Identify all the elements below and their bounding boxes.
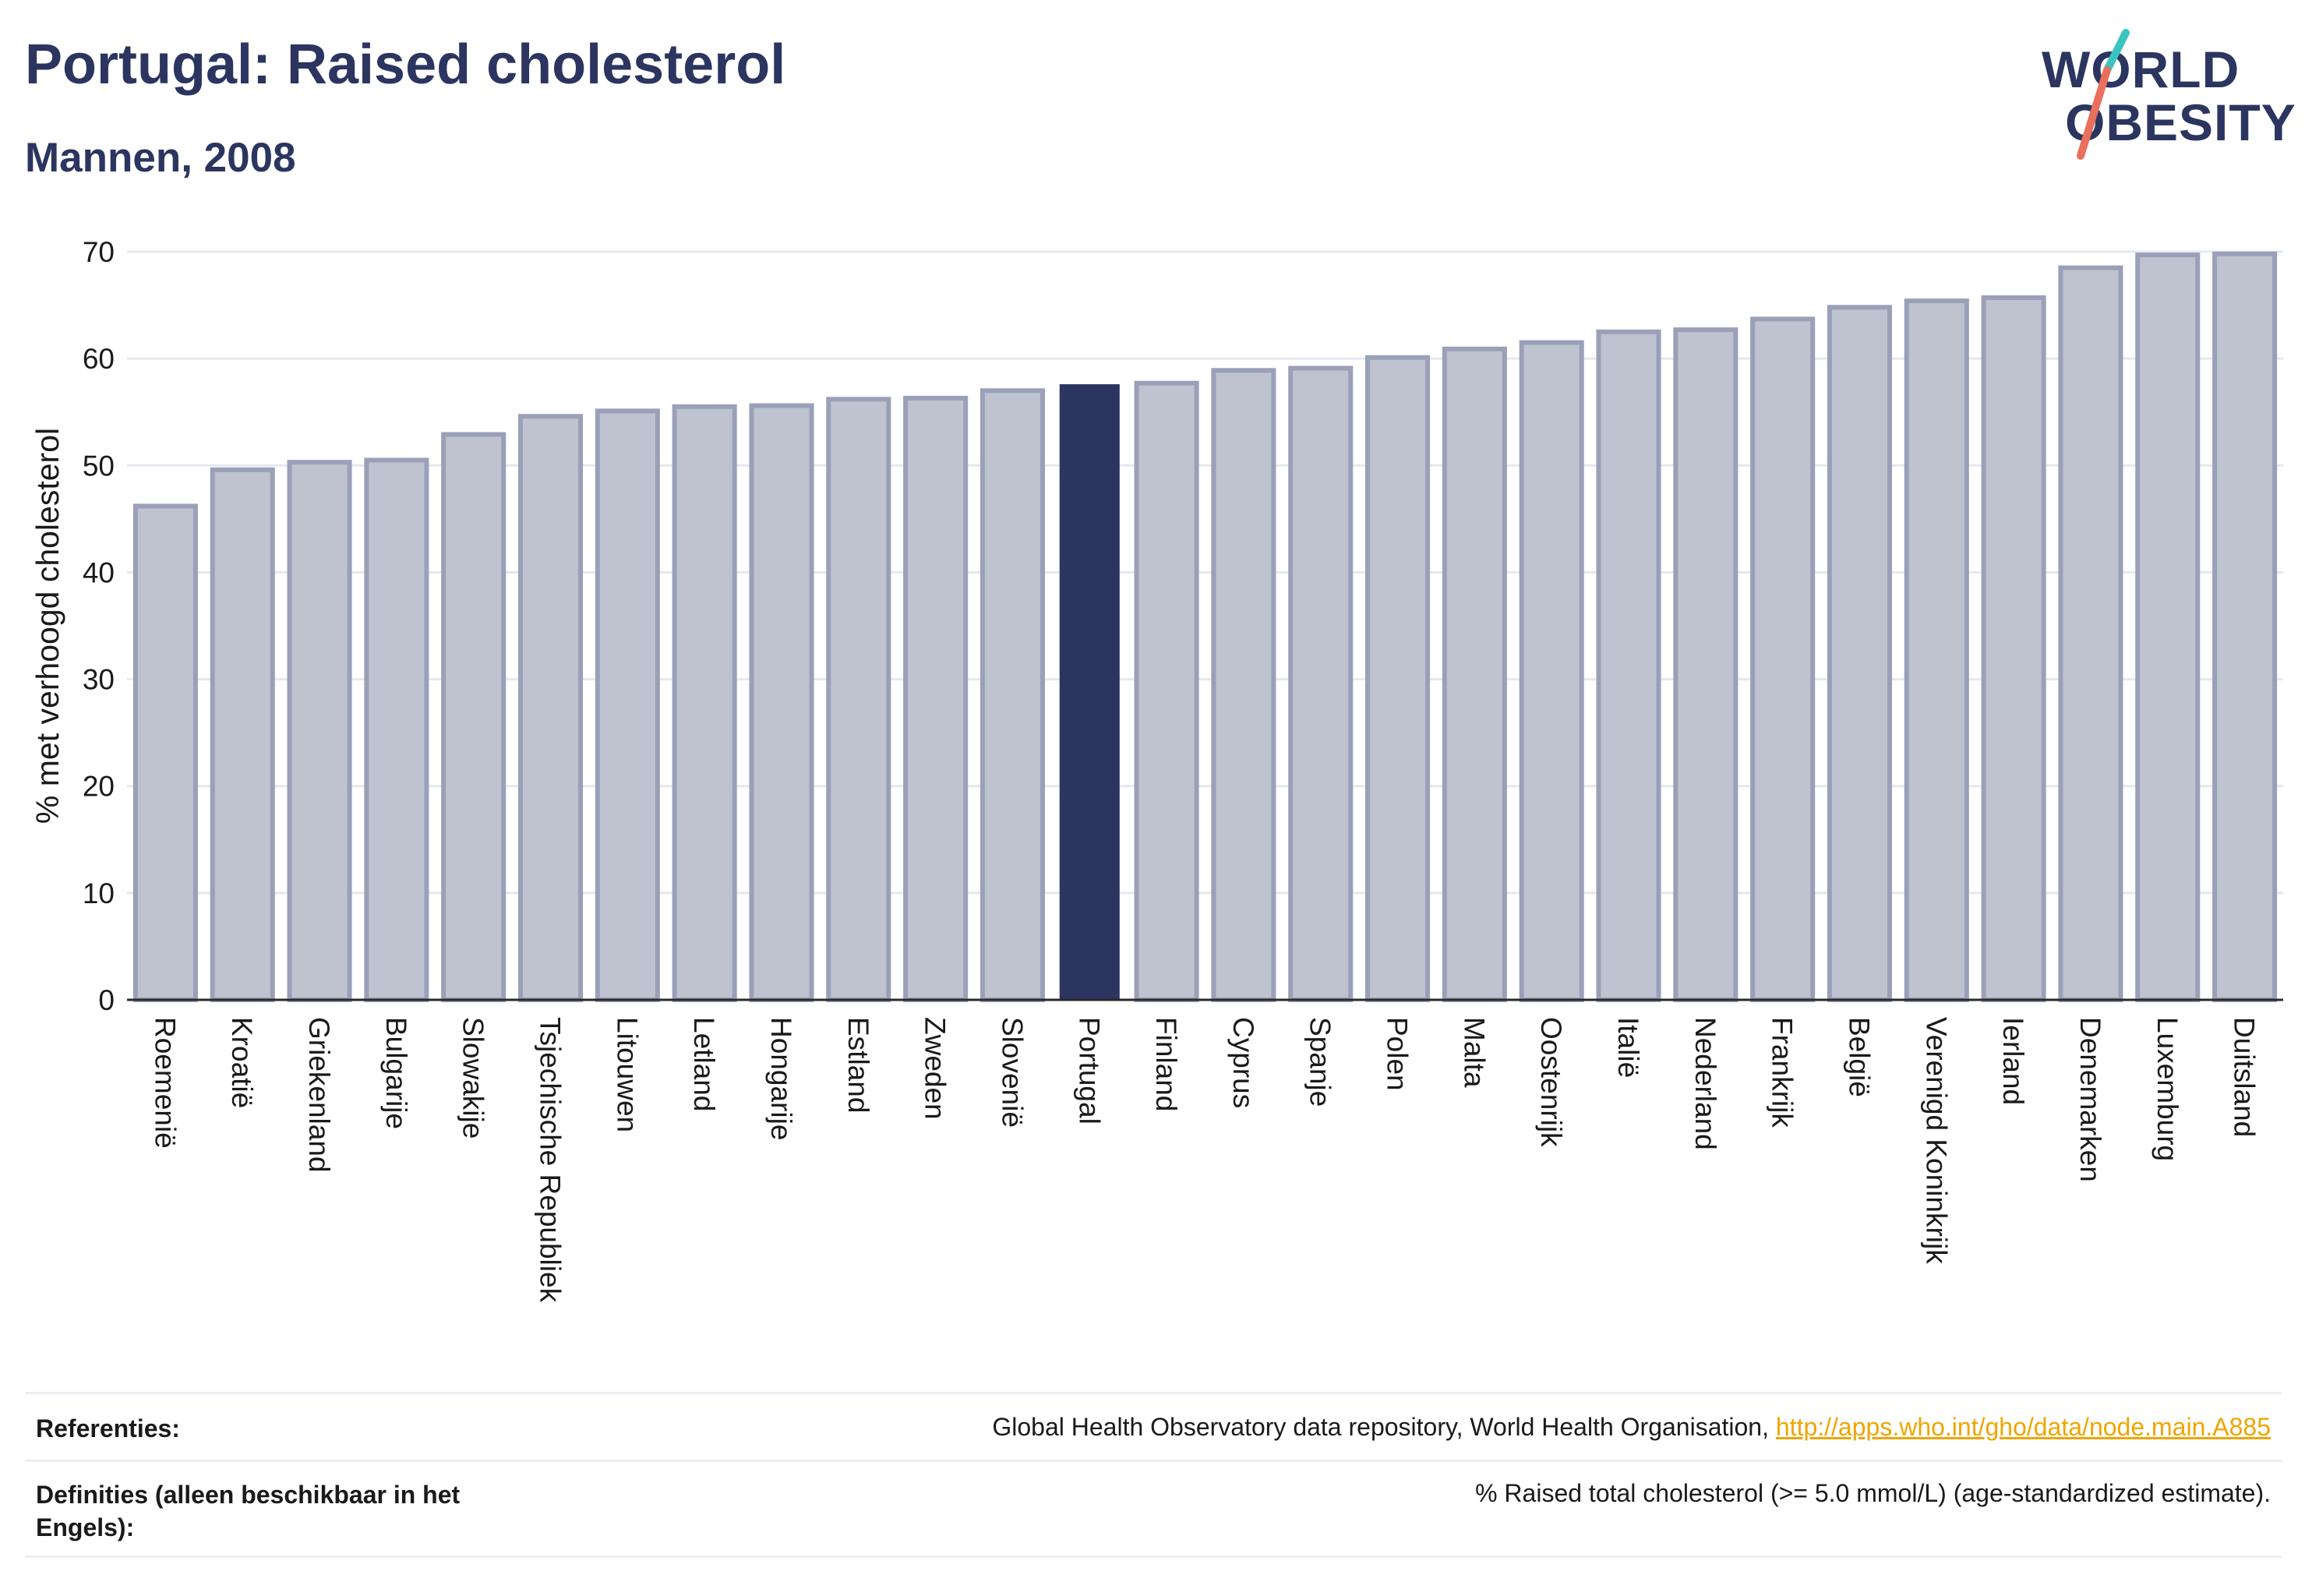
- bar: [2135, 252, 2201, 1003]
- y-tick-label: 40: [83, 556, 115, 588]
- page-subtitle: Mannen, 2008: [25, 135, 296, 181]
- bar: [2058, 265, 2123, 1003]
- y-tick-label: 30: [83, 664, 115, 696]
- x-tick-label: Hongarije: [765, 1017, 797, 1140]
- x-tick-label: Ierland: [1997, 1017, 2029, 1105]
- x-tick-label: Nederland: [1689, 1017, 1721, 1150]
- y-axis-label: % met verhoogd cholesterol: [30, 428, 65, 824]
- bar: [980, 388, 1045, 1003]
- logo-text-line2: OBESITY: [2065, 94, 2296, 151]
- references-link[interactable]: http://apps.who.int/gho/data/node.main.A…: [1775, 1413, 2271, 1441]
- x-tick-label: Luxemburg: [2151, 1017, 2183, 1161]
- bar: [132, 503, 198, 1002]
- x-tick-label: Oostenrijk: [1535, 1017, 1567, 1147]
- y-tick-label: 20: [83, 771, 115, 803]
- x-tick-label: Zweden: [920, 1017, 951, 1120]
- x-tick-label: Polen: [1382, 1017, 1414, 1091]
- bar: [441, 432, 507, 1002]
- x-tick-label: Malta: [1458, 1017, 1490, 1088]
- y-tick-label: 0: [98, 984, 115, 1016]
- x-tick-label: Litouwen: [611, 1017, 643, 1132]
- bar: [1981, 295, 2046, 1002]
- world-obesity-logo[interactable]: WORLD OBESITY: [2026, 23, 2296, 164]
- bar: [1134, 380, 1199, 1002]
- y-tick-labels: 0 10 20 30 40 50 60 70: [83, 236, 115, 1016]
- definitions-value: % Raised total cholesterol (>= 5.0 mmol/…: [1475, 1479, 2271, 1507]
- definitions-label: Definities (alleen beschikbaar in het En…: [36, 1481, 461, 1541]
- x-tick-label: Frankrijk: [1767, 1017, 1798, 1128]
- bar: [1596, 329, 1661, 1003]
- references-text: Global Health Observatory data repositor…: [992, 1413, 1776, 1441]
- footer-table: Referenties: Global Health Observatory d…: [25, 1392, 2282, 1558]
- bar: [1519, 340, 1584, 1003]
- definitions-row: Definities (alleen beschikbaar in het En…: [25, 1460, 2282, 1558]
- logo-slash-icon: [2077, 29, 2130, 160]
- x-tick-label: België: [1843, 1017, 1875, 1097]
- page-title: Portugal: Raised cholesterol: [25, 34, 786, 96]
- references-row: Referenties: Global Health Observatory d…: [25, 1392, 2282, 1460]
- bar: [595, 408, 660, 1003]
- bar: [1365, 355, 1431, 1002]
- references-label: Referenties:: [36, 1414, 180, 1442]
- y-tick-label: 60: [83, 343, 115, 375]
- logo-text-line1: WORLD: [2042, 41, 2240, 98]
- x-tick-label: Spanje: [1304, 1017, 1336, 1107]
- x-tick-label: Estland: [842, 1017, 874, 1113]
- bar: [1211, 368, 1276, 1002]
- x-tick-label: Slovenië: [996, 1017, 1028, 1128]
- references-value: Global Health Observatory data repositor…: [992, 1413, 2271, 1442]
- bar: [517, 414, 584, 1002]
- x-tick-label: Tsjechische Republiek: [535, 1017, 567, 1303]
- y-tick-label: 70: [83, 236, 115, 268]
- bar: [749, 403, 814, 1002]
- x-tick-label: Verenigd Koninkrijk: [1920, 1017, 1952, 1264]
- x-tick-label: Kroatië: [226, 1017, 258, 1108]
- bar: [1904, 298, 1969, 1003]
- x-tick-label: Bulgarije: [380, 1017, 412, 1129]
- bar: [826, 397, 891, 1002]
- x-tick-label: Letland: [688, 1017, 720, 1111]
- x-tick-label: Griekenland: [303, 1017, 335, 1173]
- bar: [903, 395, 969, 1002]
- bar-highlight: [1059, 384, 1120, 1000]
- bar: [1442, 346, 1507, 1003]
- bar: [364, 457, 429, 1002]
- bar-chart: 0 10 20 30 40 50 60 70 Roemenië Kroatië Griekenla…: [30, 236, 2283, 1303]
- x-tick-label: Roemenië: [149, 1017, 181, 1149]
- bar: [2212, 251, 2278, 1002]
- bar: [1827, 305, 1893, 1003]
- bar: [1673, 327, 1738, 1003]
- x-tick-label: Italië: [1612, 1017, 1644, 1078]
- bar: [1750, 316, 1816, 1002]
- y-tick-label: 10: [83, 877, 115, 909]
- x-tick-label: Portugal: [1073, 1017, 1105, 1125]
- x-tick-label: Duitsland: [2229, 1017, 2261, 1137]
- bars: [132, 251, 2278, 1003]
- bar: [1288, 365, 1354, 1002]
- x-tick-label: Slowakije: [457, 1017, 489, 1139]
- bar: [672, 404, 737, 1003]
- x-tick-label: Cyprus: [1227, 1017, 1259, 1108]
- x-tick-label: Denemarken: [2074, 1017, 2106, 1182]
- bar: [210, 467, 275, 1002]
- x-tick-label: Finland: [1150, 1017, 1182, 1111]
- x-tick-labels: Roemenië Kroatië Griekenland Bulgarije Slowa…: [149, 1017, 2260, 1303]
- y-tick-label: 50: [83, 450, 115, 482]
- bar: [287, 460, 352, 1002]
